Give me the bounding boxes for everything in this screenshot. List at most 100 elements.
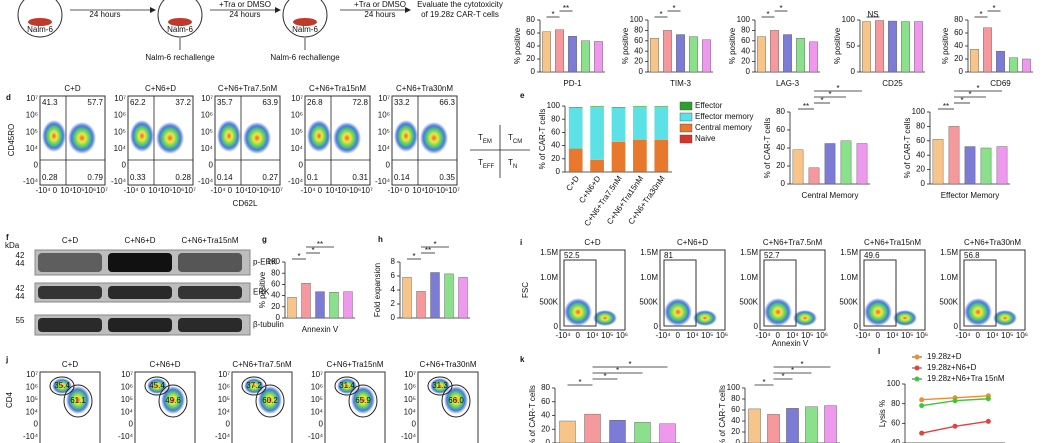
y-tick-label: 80 [731, 394, 740, 403]
gate-value: 61.1 [70, 396, 86, 405]
x-tick-label: 10⁵ [72, 186, 84, 195]
bar [430, 272, 440, 319]
bar-segment [654, 106, 669, 107]
bar [287, 297, 297, 319]
density [42, 120, 66, 152]
quadrant-value: 63.9 [262, 98, 278, 107]
sig-label: * [412, 252, 415, 261]
header-text: 24 hours [229, 10, 260, 19]
quadrant-value: 57.7 [87, 98, 103, 107]
y-tick-label: 60 [634, 36, 643, 45]
y-tick-label: 0 [319, 420, 324, 429]
y-tick-label: 10⁵ [378, 127, 390, 136]
y-tick-label: 10⁷ [121, 370, 133, 379]
panel-letter: h [378, 235, 383, 244]
y-tick-label: 10⁴ [291, 144, 304, 153]
y-tick-label: 80 [954, 15, 963, 24]
sig-label: * [779, 4, 782, 13]
bar-segment [611, 141, 626, 172]
y-tick-label: -10⁴ [401, 432, 417, 441]
y-tick-label: 100 [737, 15, 751, 24]
y-tick-label: 10⁵ [291, 127, 303, 136]
x-tick-label: 0 [228, 186, 233, 195]
x-tick-label: 0 [976, 331, 981, 340]
density [564, 298, 592, 326]
sig-label: * [960, 96, 963, 105]
lane-label: C+N6+Tra15nM [181, 236, 238, 245]
legend-label: Naive [695, 134, 716, 143]
bar [402, 277, 412, 319]
y-tick-label: -10⁴ [375, 177, 391, 186]
plot-title: C+D [584, 238, 600, 247]
y-tick-label: 10⁷ [26, 94, 38, 103]
y-tick-label: 0 [746, 67, 751, 76]
bar [301, 283, 311, 319]
x-tick-label: -10⁴ [956, 331, 972, 340]
bar [568, 36, 577, 73]
legend-label: 19.28z+D [927, 352, 962, 361]
y-tick-label: 10⁵ [26, 395, 38, 404]
y-tick-label: 10⁴ [26, 407, 39, 416]
density [964, 298, 992, 326]
x-tick-label: -10⁴ [124, 186, 140, 195]
row-label: β-tubulin [253, 320, 284, 329]
y-tick-label: 0 [129, 420, 134, 429]
y-tick-label: 0 [226, 420, 231, 429]
axis-title: Fold expansion [373, 263, 382, 317]
sig-label: * [828, 90, 831, 99]
key-label: TN [508, 158, 517, 169]
y-tick-label: 10⁶ [114, 111, 126, 120]
bar [809, 41, 818, 73]
gate [763, 259, 797, 327]
gate-value: 35.4 [54, 381, 70, 390]
x-tick-label: 10⁶ [916, 331, 928, 340]
y-tick-label: 0 [556, 167, 561, 176]
density [593, 310, 617, 326]
point [919, 403, 925, 409]
bar [689, 36, 698, 73]
bar [792, 149, 804, 185]
density [430, 378, 450, 394]
bar [767, 414, 780, 443]
bar [783, 34, 792, 73]
sig-label: * [976, 84, 979, 93]
bar [663, 30, 672, 73]
y-tick-label: -10⁴ [23, 432, 39, 441]
y-tick-label: 100 [887, 379, 901, 388]
plot-title: C+N6+D [149, 360, 180, 369]
y-tick-label: 10⁷ [378, 94, 390, 103]
sig-label: * [616, 366, 619, 375]
x-tick-label: 10⁵ [701, 331, 713, 340]
y-tick-label: 0 [122, 161, 127, 170]
header-text: Nalm-6 rechallenge [270, 53, 340, 62]
sig-label: * [659, 10, 662, 19]
x-tick-label: 10⁶ [436, 186, 448, 195]
gate-value: 31.4 [339, 381, 355, 390]
point [919, 430, 925, 436]
y-tick-label: 20 [526, 54, 535, 63]
y-tick-label: 40 [741, 46, 750, 55]
y-tick-label: 40 [916, 150, 925, 159]
bar [983, 27, 992, 73]
density [664, 298, 692, 326]
legend-label: Central memory [695, 123, 752, 132]
bar [584, 413, 601, 443]
y-tick-label: 0 [736, 438, 741, 443]
x-tick-label: -10⁴ [211, 186, 227, 195]
point [919, 397, 925, 403]
sig-label: ** [317, 240, 323, 249]
y-tick-label: 40 [954, 41, 963, 50]
sig-label: ** [943, 102, 949, 111]
density [130, 120, 154, 152]
axis-title: % positive [621, 27, 630, 64]
bar [970, 49, 979, 73]
quadrant-value: 62.2 [130, 98, 146, 107]
quadrant-value: 72.8 [352, 98, 368, 107]
y-tick-label: 0 [959, 67, 964, 76]
bar-segment [633, 106, 647, 140]
cell-cluster [293, 18, 317, 26]
y-tick-label: 10⁶ [404, 383, 416, 392]
band [38, 318, 102, 332]
gate [963, 259, 997, 327]
y-tick-label: -10⁴ [215, 432, 231, 441]
